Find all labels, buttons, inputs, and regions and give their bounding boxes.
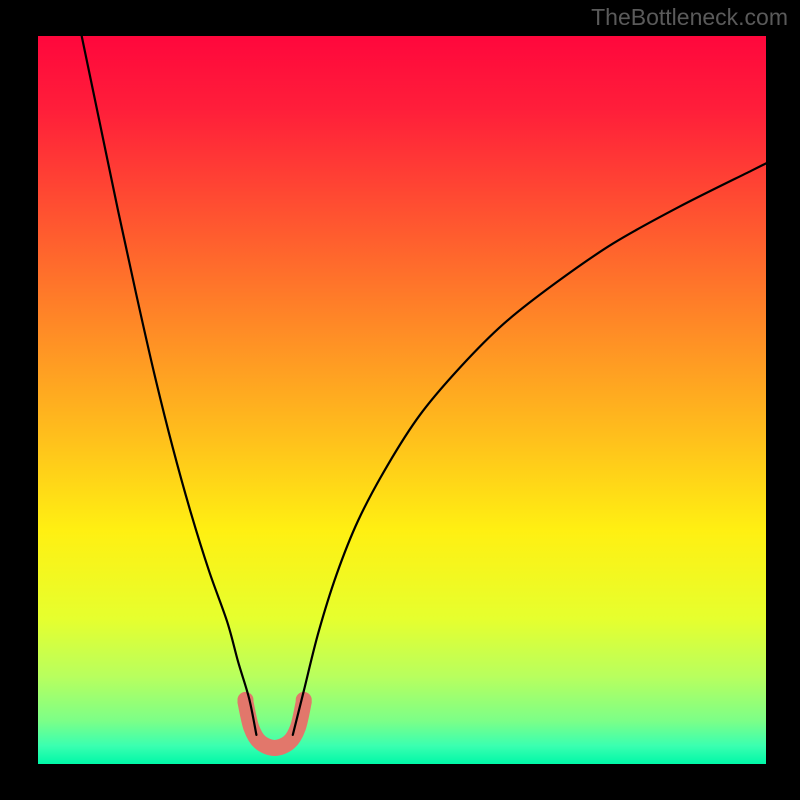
chart-outer: TheBottleneck.com — [0, 0, 800, 800]
gradient-background — [38, 36, 766, 764]
plot-area — [38, 36, 766, 764]
plot-svg — [38, 36, 766, 764]
watermark-text: TheBottleneck.com — [591, 4, 788, 31]
